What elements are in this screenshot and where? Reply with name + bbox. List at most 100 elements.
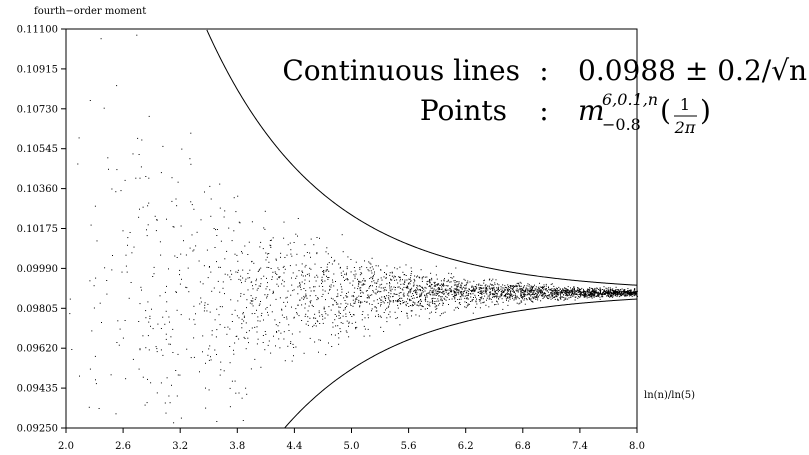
- scatter-point: [258, 304, 260, 306]
- scatter-point: [338, 315, 340, 317]
- scatter-point: [573, 290, 575, 292]
- scatter-point: [227, 326, 229, 328]
- scatter-point: [270, 239, 272, 241]
- scatter-point: [393, 286, 395, 288]
- scatter-point: [367, 317, 369, 319]
- scatter-point: [410, 277, 411, 279]
- scatter-point: [481, 296, 483, 298]
- scatter-point: [327, 277, 329, 278]
- scatter-point: [479, 307, 481, 309]
- scatter-point: [240, 293, 242, 295]
- scatter-point: [456, 287, 458, 289]
- scatter-point: [336, 296, 338, 298]
- scatter-point: [355, 328, 357, 330]
- scatter-point: [380, 299, 381, 301]
- scatter-point: [243, 320, 245, 322]
- scatter-point: [295, 346, 297, 348]
- scatter-point: [580, 288, 582, 290]
- scatter-point: [115, 413, 117, 415]
- scatter-point: [520, 295, 522, 297]
- scatter-point: [527, 283, 529, 285]
- scatter-point: [460, 291, 462, 293]
- scatter-point: [335, 325, 337, 327]
- scatter-point: [434, 283, 436, 285]
- scatter-point: [555, 296, 557, 298]
- scatter-point: [438, 288, 440, 290]
- scatter-point: [256, 326, 258, 328]
- scatter-point: [314, 286, 316, 288]
- scatter-point: [531, 288, 532, 290]
- scatter-point: [499, 289, 500, 291]
- scatter-point: [190, 357, 192, 359]
- scatter-point: [610, 292, 612, 293]
- scatter-point: [555, 289, 557, 291]
- scatter-point: [553, 285, 555, 287]
- scatter-point: [401, 288, 403, 290]
- scatter-point: [573, 293, 575, 295]
- scatter-point: [555, 295, 557, 296]
- scatter-point: [388, 298, 390, 300]
- scatter-point: [584, 296, 586, 298]
- scatter-point: [539, 286, 541, 288]
- scatter-point: [207, 354, 209, 356]
- scatter-point: [552, 289, 554, 291]
- scatter-point: [383, 287, 385, 289]
- scatter-point: [616, 293, 618, 295]
- scatter-point: [435, 292, 437, 294]
- scatter-point: [400, 301, 402, 302]
- scatter-point: [489, 287, 491, 289]
- scatter-point: [510, 295, 511, 297]
- scatter-point: [407, 317, 409, 319]
- scatter-point: [575, 296, 577, 298]
- scatter-point: [570, 297, 572, 298]
- scatter-point: [442, 282, 444, 284]
- scatter-point: [619, 290, 620, 292]
- scatter-point: [454, 297, 456, 299]
- scatter-point: [621, 288, 623, 290]
- lower-envelope-line: [284, 298, 638, 428]
- scatter-point: [625, 291, 627, 293]
- scatter-point: [462, 293, 464, 294]
- scatter-point: [621, 293, 623, 295]
- scatter-point: [379, 284, 381, 286]
- scatter-point: [285, 297, 287, 299]
- scatter-point: [192, 250, 194, 252]
- scatter-point: [545, 288, 547, 290]
- scatter-point: [369, 335, 371, 337]
- scatter-point: [432, 290, 434, 292]
- scatter-point: [262, 248, 264, 250]
- legend-points-sub: −0.8: [602, 115, 641, 134]
- scatter-point: [560, 296, 562, 298]
- scatter-point: [145, 317, 147, 319]
- scatter-point: [409, 300, 411, 302]
- scatter-point: [582, 291, 584, 293]
- scatter-point: [511, 295, 513, 297]
- scatter-point: [319, 323, 321, 324]
- scatter-point: [527, 290, 529, 292]
- scatter-point: [391, 279, 393, 281]
- scatter-point: [546, 296, 548, 298]
- scatter-point: [609, 291, 611, 293]
- scatter-point: [260, 241, 262, 243]
- scatter-point: [340, 322, 342, 324]
- scatter-point: [580, 295, 582, 297]
- scatter-point: [346, 331, 348, 333]
- scatter-point: [468, 303, 470, 305]
- scatter-point: [396, 279, 398, 281]
- scatter-point: [537, 299, 539, 301]
- scatter-point: [445, 295, 447, 297]
- scatter-point: [407, 286, 409, 288]
- scatter-point: [514, 291, 515, 293]
- scatter-point: [339, 313, 341, 314]
- scatter-point: [359, 274, 361, 276]
- scatter-point: [176, 257, 178, 258]
- scatter-point: [537, 292, 539, 294]
- scatter-point: [542, 293, 544, 295]
- scatter-point: [460, 284, 462, 286]
- scatter-point: [374, 271, 375, 273]
- scatter-point: [612, 294, 614, 296]
- scatter-point: [565, 288, 567, 290]
- scatter-point: [631, 295, 633, 297]
- scatter-point: [625, 293, 627, 295]
- scatter-point: [635, 291, 637, 292]
